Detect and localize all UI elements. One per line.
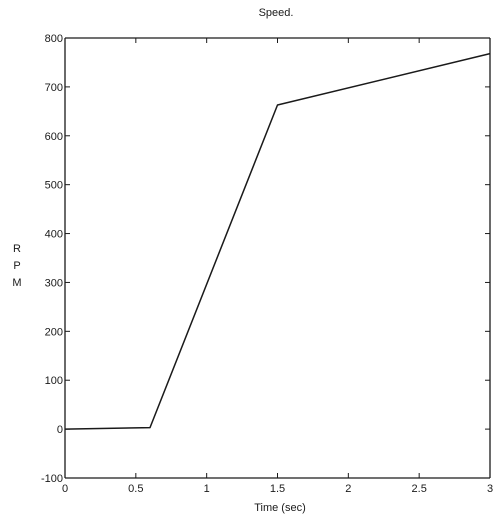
y-axis-label-r: R — [13, 243, 21, 255]
x-tick-label: 0.5 — [128, 483, 143, 495]
y-tick-label: 100 — [45, 375, 63, 387]
series-line — [64, 52, 491, 430]
y-tick-label: 800 — [45, 33, 63, 45]
x-tick-label: 2.5 — [412, 483, 427, 495]
y-axis-ticks: -100 0 100 200 300 400 500 600 700 800 — [41, 33, 490, 485]
y-tick-label: 200 — [45, 326, 63, 338]
y-axis-label-m: M — [12, 277, 21, 289]
x-tick-label: 2 — [345, 483, 351, 495]
x-tick-label: 0 — [62, 483, 68, 495]
chart-title: Speed. — [259, 7, 294, 19]
y-tick-label: 300 — [45, 277, 63, 289]
y-tick-label: 500 — [45, 180, 63, 192]
y-tick-label: 400 — [45, 229, 63, 241]
y-tick-label: 0 — [57, 424, 63, 436]
x-tick-label: 3 — [487, 483, 493, 495]
y-tick-label: 600 — [45, 131, 63, 143]
x-axis-label: Time (sec) — [254, 502, 306, 514]
y-tick-label: 700 — [45, 82, 63, 94]
x-tick-label: 1.5 — [270, 483, 285, 495]
y-tick-label: -100 — [41, 473, 63, 485]
y-axis-label-p: P — [13, 260, 20, 272]
x-axis-ticks: 0 0.5 1 1.5 2 2.5 3 — [62, 38, 493, 495]
series-layer — [64, 52, 491, 430]
x-tick-label: 1 — [204, 483, 210, 495]
